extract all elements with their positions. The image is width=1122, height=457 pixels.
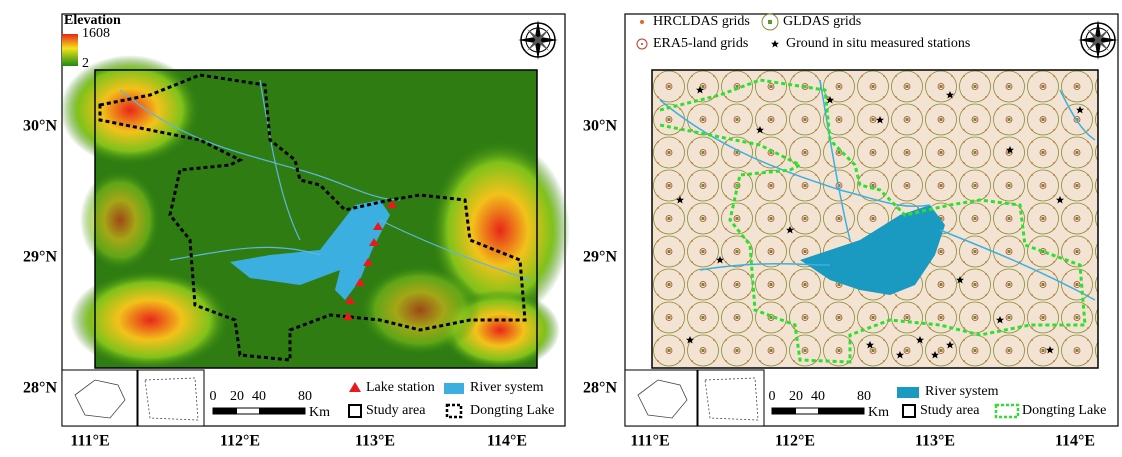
legend-label: Ground in situ measured stations: [786, 36, 970, 51]
legend-label: Study area: [920, 403, 980, 418]
inset-china: [62, 370, 137, 426]
grid-map: [652, 70, 1098, 368]
figure: Elevation 1608 2 30°N 29°N 28°N 111°E 11…: [0, 0, 1122, 457]
lat-label: 29°N: [23, 249, 57, 266]
legend-label: GLDAS grids: [783, 14, 861, 29]
lon-label: 113°E: [915, 433, 955, 450]
scale-tick: 80: [857, 389, 871, 404]
scale-tick: 0: [210, 389, 217, 404]
lat-label: 29°N: [583, 249, 617, 266]
lon-label: 112°E: [775, 433, 815, 450]
lon-label: 113°E: [355, 433, 395, 450]
legend-label: Dongting Lake: [1022, 403, 1106, 418]
legend-label: HRCLDAS grids: [653, 14, 750, 29]
lat-label: 30°N: [23, 118, 57, 135]
left-panel: Elevation 1608 2 30°N 29°N 28°N 111°E 11…: [23, 13, 570, 449]
scale-tick: 40: [252, 389, 266, 404]
legend-label: Study area: [366, 403, 426, 418]
legend-label: Lake station: [366, 380, 435, 395]
lon-label: 111°E: [630, 433, 669, 450]
lat-label: 28°N: [23, 380, 57, 397]
lat-label: 30°N: [583, 118, 617, 135]
scale-unit: Km: [309, 405, 330, 420]
lon-label: 114°E: [487, 433, 527, 450]
elevation-max: 1608: [82, 26, 110, 41]
legend-label: Dongting Lake: [470, 403, 554, 418]
lat-label: 28°N: [583, 380, 617, 397]
scale-tick: 20: [789, 389, 803, 404]
lon-label: 114°E: [1055, 433, 1095, 450]
lon-label: 112°E: [220, 433, 260, 450]
legend-label: River system: [925, 384, 999, 399]
scale-tick: 80: [298, 389, 312, 404]
scale-tick: 40: [811, 389, 825, 404]
right-panel: HRCLDAS grids GLDAS grids ERA5-land grid…: [583, 14, 1118, 450]
elevation-min: 2: [82, 56, 89, 71]
elevation-colorbar: [62, 34, 78, 66]
scale-tick: 20: [230, 389, 244, 404]
legend-label: ERA5-land grids: [653, 36, 748, 51]
legend-label: River system: [470, 380, 544, 395]
lon-label: 111°E: [70, 433, 109, 450]
scale-tick: 0: [769, 389, 776, 404]
scale-unit: Km: [868, 405, 889, 420]
